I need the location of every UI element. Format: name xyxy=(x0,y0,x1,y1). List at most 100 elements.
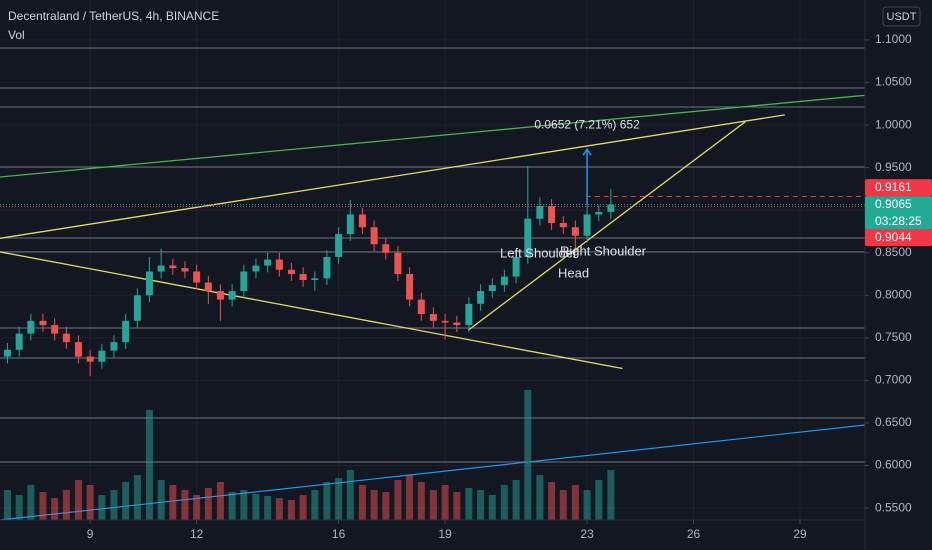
candle-body xyxy=(406,274,414,300)
candle-body xyxy=(500,276,508,286)
candle-body xyxy=(193,271,201,283)
volume-bar xyxy=(406,475,414,520)
candle-body xyxy=(287,269,295,275)
chart-title: Decentraland / TetherUS, 4h, BINANCE xyxy=(8,9,219,23)
volume-bar xyxy=(441,485,449,520)
volume-bar xyxy=(98,495,106,520)
price-badge xyxy=(865,229,932,247)
candle-body xyxy=(346,214,354,235)
candle-body xyxy=(335,234,343,258)
candle-body xyxy=(98,350,106,362)
volume-bar xyxy=(583,490,591,520)
currency-button[interactable] xyxy=(882,6,921,27)
volume-bar xyxy=(169,485,177,520)
y-tick-label: 0.8500 xyxy=(875,245,912,259)
annotation: Right Shoulder xyxy=(560,243,647,258)
candle-body xyxy=(86,356,94,362)
candle-body xyxy=(358,214,366,228)
volume-trend-line xyxy=(0,424,865,520)
candle-body xyxy=(145,271,153,296)
candle-body xyxy=(299,274,307,280)
volume-bar xyxy=(110,490,118,520)
volume-bar xyxy=(571,485,579,520)
candle-body xyxy=(583,214,591,236)
x-tick-label: 23 xyxy=(580,527,594,541)
volume-bar xyxy=(27,485,35,520)
candle-body xyxy=(453,322,461,326)
volume-bar xyxy=(74,480,82,520)
volume-bar xyxy=(228,492,236,520)
candle-body xyxy=(169,265,177,269)
volume-bar xyxy=(62,490,70,520)
candle-body xyxy=(228,291,236,300)
volume-bar xyxy=(382,492,390,520)
volume-bar xyxy=(287,500,295,520)
volume-bar xyxy=(524,390,532,520)
volume-bar xyxy=(181,490,189,520)
volume-bar xyxy=(264,496,272,520)
volume-bar xyxy=(500,485,508,520)
annotation: Head xyxy=(558,265,589,280)
volume-bar xyxy=(512,480,520,520)
volume-bar xyxy=(323,482,331,520)
y-tick-label: 0.6500 xyxy=(875,415,912,429)
candle-body xyxy=(607,204,615,212)
price-badge xyxy=(865,179,932,197)
volume-bar xyxy=(311,490,319,520)
y-tick-label: 0.7500 xyxy=(875,330,912,344)
volume-bar xyxy=(3,490,11,520)
candle-body xyxy=(512,257,520,277)
volume-bar xyxy=(39,492,47,520)
candle-body xyxy=(465,303,473,326)
x-tick-label: 26 xyxy=(687,527,701,541)
volume-bar xyxy=(240,490,248,520)
candle-body xyxy=(548,205,556,223)
price-badge-label: 0.9065 xyxy=(875,197,912,211)
candle-body xyxy=(311,278,319,280)
indicator-label: Vol xyxy=(8,28,25,42)
trend-line xyxy=(0,94,865,178)
candle-body xyxy=(216,291,224,300)
candle-body xyxy=(157,265,165,272)
plot-area xyxy=(0,47,865,520)
volume-bar xyxy=(488,495,496,520)
volume-bar xyxy=(299,495,307,520)
price-badge-label: 0.9044 xyxy=(875,230,912,244)
volume-bar xyxy=(595,480,603,520)
candle-body xyxy=(122,320,130,343)
currency-label[interactable]: USDT xyxy=(887,11,917,23)
countdown: 03:28:25 xyxy=(875,214,922,228)
candle-body xyxy=(264,259,272,266)
volume-bar xyxy=(607,470,615,520)
x-tick-label: 16 xyxy=(332,527,346,541)
volume-bar xyxy=(252,494,260,520)
candle-body xyxy=(110,342,118,351)
candle-body xyxy=(595,211,603,215)
trend-line xyxy=(0,114,785,239)
candle-body xyxy=(51,325,59,334)
candle-body xyxy=(429,314,437,321)
candle-body xyxy=(27,320,35,334)
volume-bar xyxy=(536,475,544,520)
candle-body xyxy=(488,285,496,292)
candle-body xyxy=(204,282,212,292)
x-tick-label: 9 xyxy=(87,527,94,541)
volume-bar xyxy=(477,490,485,520)
x-tick-label: 12 xyxy=(190,527,204,541)
volume-bar xyxy=(394,480,402,520)
price-badge xyxy=(865,196,932,231)
volume-bar xyxy=(216,482,224,520)
candle-body xyxy=(3,349,11,357)
volume-bar xyxy=(346,470,354,520)
trend-line xyxy=(467,121,746,331)
volume-bar xyxy=(133,475,141,520)
volume-bar xyxy=(157,480,165,520)
candle-body xyxy=(323,257,331,279)
candle-body xyxy=(252,265,260,272)
candle-body xyxy=(559,222,567,228)
volume-bar xyxy=(204,488,212,520)
volume-bar xyxy=(370,490,378,520)
x-tick-label: 29 xyxy=(793,527,807,541)
candle-body xyxy=(441,320,449,323)
